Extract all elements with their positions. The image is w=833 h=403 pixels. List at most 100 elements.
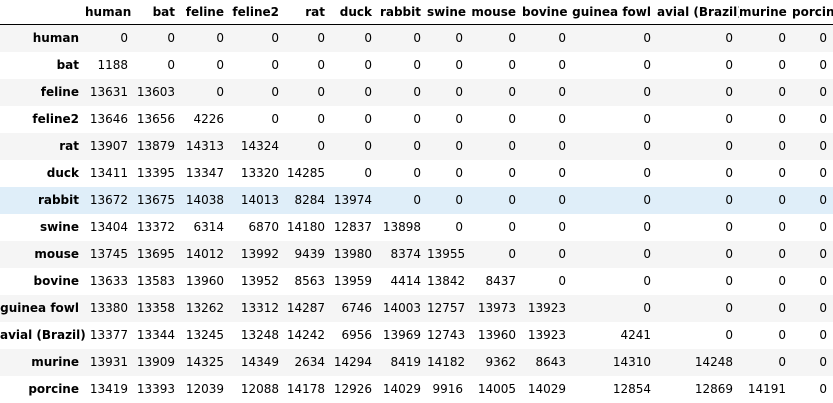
table-cell: 0 xyxy=(725,247,733,261)
row-header: rabbit xyxy=(37,193,79,207)
table-cell: 0 xyxy=(558,112,566,126)
table-cell: 0 xyxy=(819,85,827,99)
table-cell: 0 xyxy=(819,247,827,261)
table-cell: 0 xyxy=(819,355,827,369)
table-cell: 14012 xyxy=(185,247,224,261)
table-cell: 9916 xyxy=(432,382,463,396)
table-cell: 0 xyxy=(778,112,786,126)
column-header-guinea-fowl: guinea fowl xyxy=(572,0,657,25)
table-cell: 0 xyxy=(508,247,516,261)
table-row: swine 13404 13372 6314 6870 14180 12837 13898 0 0… xyxy=(0,214,833,241)
table-cell: 13344 xyxy=(136,328,175,342)
table-cell: 13960 xyxy=(477,328,516,342)
column-header-mouse: mouse xyxy=(469,0,522,25)
table-cell: 0 xyxy=(819,193,827,207)
table-cell: 0 xyxy=(725,112,733,126)
table-cell: 0 xyxy=(725,139,733,153)
table-cell: 13358 xyxy=(136,301,175,315)
column-header-bovine: bovine xyxy=(522,0,572,25)
column-header-bat: bat xyxy=(134,0,181,25)
table-cell: 14324 xyxy=(240,139,279,153)
table-cell: 13411 xyxy=(89,166,128,180)
table-cell: 0 xyxy=(508,139,516,153)
table-cell: 0 xyxy=(508,85,516,99)
table-cell: 0 xyxy=(819,382,827,396)
table-cell: 0 xyxy=(508,112,516,126)
table-cell: 6314 xyxy=(193,220,224,234)
table-cell: 0 xyxy=(725,274,733,288)
table-cell: 0 xyxy=(819,328,827,342)
table-cell: 13583 xyxy=(136,274,175,288)
table-cell: 13952 xyxy=(240,274,279,288)
table-cell: 13248 xyxy=(240,328,279,342)
row-header: human xyxy=(32,31,79,46)
table-cell: 0 xyxy=(819,301,827,315)
table-cell: 13262 xyxy=(185,301,224,315)
table-cell: 14005 xyxy=(477,382,516,396)
table-cell: 0 xyxy=(725,166,733,180)
table-row: feline 13631 13603 0 0 0 0 0 0 0 0 0 0 0 0 xyxy=(0,78,833,106)
table-cell: 0 xyxy=(364,139,372,153)
table-cell: 0 xyxy=(508,220,516,234)
table-cell: 14029 xyxy=(382,382,421,396)
table-cell: 0 xyxy=(643,220,651,234)
table-cell: 12088 xyxy=(240,382,279,396)
table-cell: 13672 xyxy=(89,193,128,207)
table-cell: 13745 xyxy=(89,247,128,261)
table-cell: 0 xyxy=(271,85,279,99)
table-cell: 13898 xyxy=(382,220,421,234)
table-cell: 4414 xyxy=(390,274,421,288)
table-cell: 14325 xyxy=(185,355,224,369)
table-cell: 0 xyxy=(364,58,372,72)
header-row: human bat feline feline2 rat duck rabbit swine m… xyxy=(0,0,833,25)
column-header-feline2: feline2 xyxy=(230,0,285,25)
table-row: rat 13907 13879 14313 14324 0 0 0 0 0 0 0 0 0 0 xyxy=(0,132,833,160)
table-cell: 0 xyxy=(455,58,463,72)
table-cell: 0 xyxy=(558,247,566,261)
table-cell: 0 xyxy=(271,112,279,126)
table-cell: 0 xyxy=(819,274,827,288)
table-cell: 13909 xyxy=(136,355,175,369)
table-cell: 6870 xyxy=(248,220,279,234)
row-header: swine xyxy=(39,220,79,234)
table-cell: 13907 xyxy=(89,139,128,153)
table-row: rabbit 13672 13675 14038 14013 8284 13974 0 0 0 0 0… xyxy=(0,186,833,214)
table-cell: 0 xyxy=(558,166,566,180)
column-header-avial-brazil: avial (Brazil) xyxy=(657,0,739,25)
table-cell: 0 xyxy=(508,31,516,46)
table-cell: 0 xyxy=(216,58,224,72)
table-cell: 14242 xyxy=(286,328,325,342)
table-cell: 13393 xyxy=(136,382,175,396)
table-cell: 13959 xyxy=(333,274,372,288)
table-cell: 12039 xyxy=(185,382,224,396)
table-cell: 0 xyxy=(643,112,651,126)
row-header: feline2 xyxy=(32,112,79,126)
table-cell: 0 xyxy=(455,139,463,153)
table-cell: 0 xyxy=(455,220,463,234)
table-cell: 2634 xyxy=(294,355,325,369)
table-cell: 0 xyxy=(413,58,421,72)
row-header: rat xyxy=(59,139,79,153)
table-cell: 12869 xyxy=(694,382,733,396)
row-header: porcine xyxy=(28,382,79,396)
table-cell: 0 xyxy=(558,85,566,99)
row-header: avial (Brazil) xyxy=(0,328,85,342)
table-cell: 0 xyxy=(778,85,786,99)
table-cell: 0 xyxy=(167,31,175,46)
table-cell: 0 xyxy=(317,31,325,46)
table-cell: 13419 xyxy=(89,382,128,396)
table-cell: 0 xyxy=(819,139,827,153)
table-cell: 13960 xyxy=(185,274,224,288)
row-header: bat xyxy=(56,58,79,72)
table-cell: 0 xyxy=(167,58,175,72)
table-cell: 14285 xyxy=(286,166,325,180)
table-cell: 0 xyxy=(455,193,463,207)
table-cell: 0 xyxy=(643,301,651,315)
table-cell: 13377 xyxy=(89,328,128,342)
table-cell: 13923 xyxy=(527,328,566,342)
row-header: bovine xyxy=(33,274,79,288)
table-cell: 12757 xyxy=(427,301,466,315)
table-row: human 0 0 0 0 0 0 0 0 0 0 0 0 0 0 xyxy=(0,24,833,52)
table-cell: 8419 xyxy=(390,355,421,369)
row-header: mouse xyxy=(34,247,79,261)
